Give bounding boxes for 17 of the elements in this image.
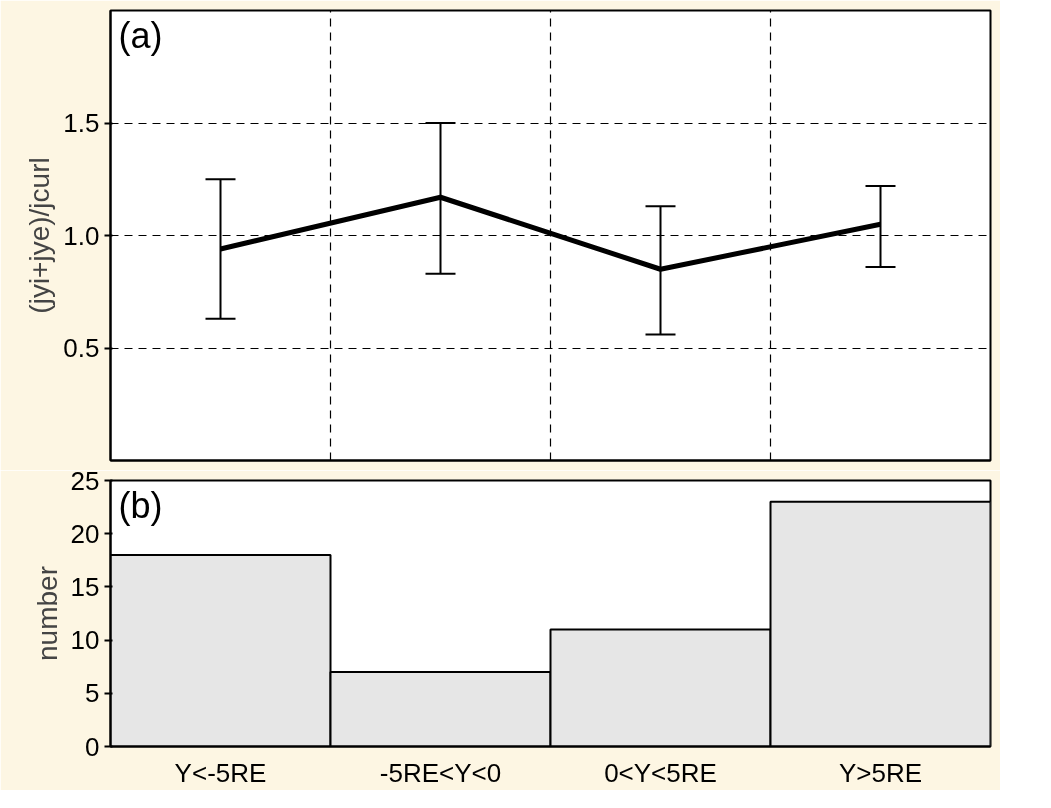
y-tick-label: 1.5 xyxy=(63,108,100,138)
x-tick-label: 0<Y<5RE xyxy=(604,757,717,788)
y-tick-label: 10 xyxy=(70,625,100,656)
y-axis-title: number xyxy=(31,566,63,661)
y-tick-label: 5 xyxy=(85,678,100,709)
x-tick-label: -5RE<Y<0 xyxy=(379,757,502,788)
y-axis-title: (jyi+jye)/jcurl xyxy=(24,157,56,314)
annotation: (b) xyxy=(118,484,163,526)
y-tick-label: 25 xyxy=(70,465,100,496)
y-tick-label: 0 xyxy=(85,731,100,762)
annotation: (a) xyxy=(118,14,163,56)
y-tick-label: 20 xyxy=(70,518,100,549)
x-tick-label: Y>5RE xyxy=(838,757,923,788)
y-tick-label: 15 xyxy=(70,571,100,602)
y-tick-label: 1.0 xyxy=(63,220,100,251)
y-tick-label: 0.5 xyxy=(63,333,100,363)
x-tick-label: Y<-5RE xyxy=(174,757,267,788)
